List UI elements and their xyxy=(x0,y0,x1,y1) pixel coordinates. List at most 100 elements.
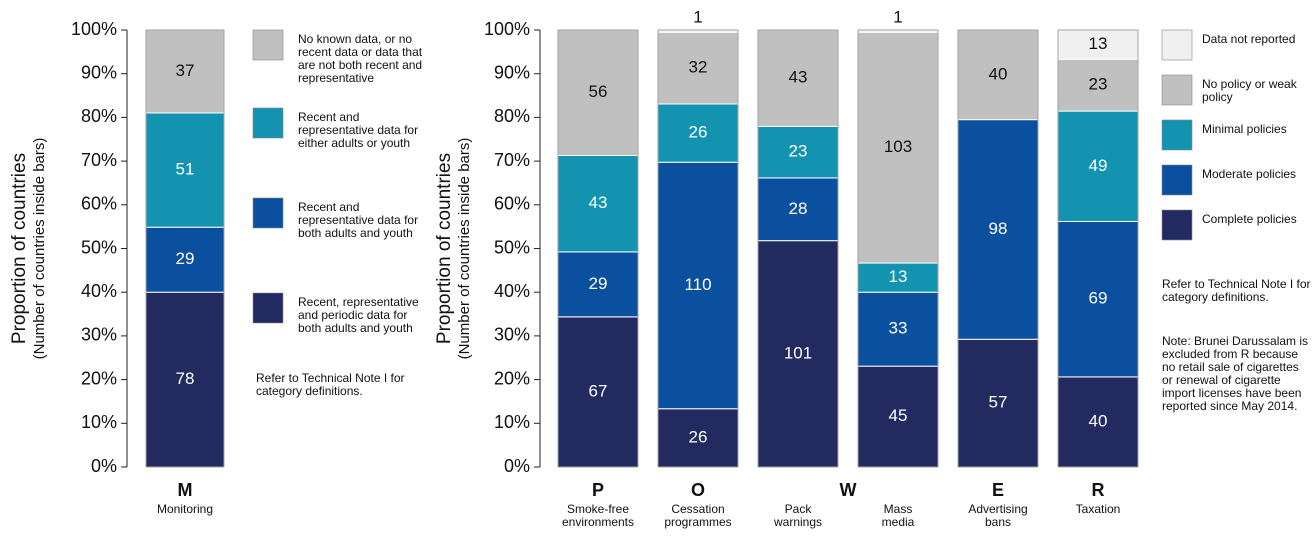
value-label: 56 xyxy=(589,82,608,101)
bar-segment xyxy=(1057,376,1139,468)
note: Refer to Technical Note I for category d… xyxy=(1162,277,1311,304)
bar-segment xyxy=(657,161,739,410)
category-letter: O xyxy=(691,480,705,500)
value-label: 37 xyxy=(176,61,195,80)
y-tick-label: 10% xyxy=(81,412,117,432)
value-label: 43 xyxy=(589,193,608,212)
legend-swatch xyxy=(252,292,284,324)
value-label: 13 xyxy=(1089,34,1108,53)
y-tick-label: 100% xyxy=(484,19,530,39)
y-axis-label: (Number of countries inside bars) xyxy=(31,138,48,360)
category-letter: M xyxy=(178,480,193,500)
value-label: 23 xyxy=(789,142,808,161)
legend-swatch xyxy=(252,107,284,139)
bar-segment xyxy=(857,291,939,367)
bar-segment xyxy=(957,338,1039,468)
bar-outline xyxy=(757,29,839,468)
value-label: 26 xyxy=(689,123,708,142)
bar-segment xyxy=(145,291,225,468)
value-label: 98 xyxy=(989,219,1008,238)
legend-swatch xyxy=(1161,164,1193,196)
y-tick-label: 30% xyxy=(494,325,530,345)
legend-label: Minimal policies xyxy=(1202,122,1287,136)
value-label: 26 xyxy=(689,427,708,446)
y-tick-label: 0% xyxy=(504,456,530,476)
legend-label: Recent and representative data for both … xyxy=(298,200,419,240)
category-label: Mass media xyxy=(881,502,915,529)
category-letter: P xyxy=(592,480,604,500)
bar-outline xyxy=(557,29,639,468)
y-tick-label: 90% xyxy=(81,62,117,82)
y-tick-label: 70% xyxy=(81,150,117,170)
category-label: Pack warnings xyxy=(773,502,823,529)
bar-segment xyxy=(557,29,639,156)
category-label: Smoke-free environments xyxy=(561,502,635,529)
bar-segment xyxy=(857,31,939,264)
value-label: 1 xyxy=(693,7,702,26)
legend-swatch xyxy=(252,197,284,229)
note: Note: Brunei Darussalam is excluded from… xyxy=(1162,334,1309,413)
category-letter: R xyxy=(1092,480,1105,500)
bar-outline xyxy=(1057,29,1139,468)
y-tick-label: 80% xyxy=(81,106,117,126)
value-label: 57 xyxy=(989,393,1008,412)
y-tick-label: 100% xyxy=(71,19,117,39)
value-label: 69 xyxy=(1089,289,1108,308)
bar-segment xyxy=(857,29,939,33)
y-tick-label: 70% xyxy=(494,150,530,170)
value-label: 67 xyxy=(589,381,608,400)
bar-outline xyxy=(957,29,1039,468)
value-label: 78 xyxy=(176,369,195,388)
note: Refer to Technical Note I for category d… xyxy=(256,371,405,398)
value-label: 40 xyxy=(989,64,1008,83)
y-tick-label: 20% xyxy=(494,368,530,388)
legend-label: No policy or weak policy xyxy=(1202,77,1297,104)
bar-outline xyxy=(657,29,739,468)
y-tick-label: 60% xyxy=(494,194,530,214)
value-label: 40 xyxy=(1089,411,1108,430)
value-label: 110 xyxy=(684,275,711,294)
bar-segment xyxy=(957,119,1039,340)
value-label: 33 xyxy=(889,319,908,338)
y-tick-label: 20% xyxy=(81,368,117,388)
bar-segment xyxy=(657,31,739,105)
y-tick-label: 50% xyxy=(494,237,530,257)
bar-segment xyxy=(657,103,739,163)
legend-label: No known data, or no recent data or data… xyxy=(298,32,423,85)
category-label: Advertising bans xyxy=(968,502,1028,529)
y-tick-label: 40% xyxy=(81,281,117,301)
value-label: 45 xyxy=(889,406,908,425)
category-label: Monitoring xyxy=(156,502,214,516)
y-tick-label: 50% xyxy=(81,237,117,257)
bar-outline xyxy=(145,29,225,468)
value-label: 103 xyxy=(884,137,912,156)
y-tick-label: 90% xyxy=(494,62,530,82)
value-label: 28 xyxy=(789,199,808,218)
category-label: Cessation programmes xyxy=(664,502,732,529)
bar-segment xyxy=(557,154,639,253)
legend-label: Complete policies xyxy=(1202,212,1297,226)
value-label: 51 xyxy=(176,160,195,179)
value-label: 43 xyxy=(789,68,808,87)
y-tick-label: 0% xyxy=(91,456,117,476)
value-label: 32 xyxy=(689,58,708,77)
legend-label: Data not reported xyxy=(1202,32,1296,46)
value-label: 29 xyxy=(589,274,608,293)
legend-label: Recent, representative and periodic data… xyxy=(298,295,419,335)
legend-label: Recent and representative data for eithe… xyxy=(298,110,419,150)
legend-swatch xyxy=(252,29,284,61)
y-tick-label: 80% xyxy=(494,106,530,126)
bar-segment xyxy=(657,29,739,33)
value-label: 1 xyxy=(893,7,902,26)
y-tick-label: 10% xyxy=(494,412,530,432)
value-label: 29 xyxy=(176,249,195,268)
bar-segment xyxy=(757,29,839,127)
value-label: 101 xyxy=(784,343,812,362)
category-label: Taxation xyxy=(1075,502,1121,516)
y-tick-label: 60% xyxy=(81,194,117,214)
legend-swatch xyxy=(1161,119,1193,151)
value-label: 49 xyxy=(1089,156,1108,175)
y-tick-label: 40% xyxy=(494,281,530,301)
